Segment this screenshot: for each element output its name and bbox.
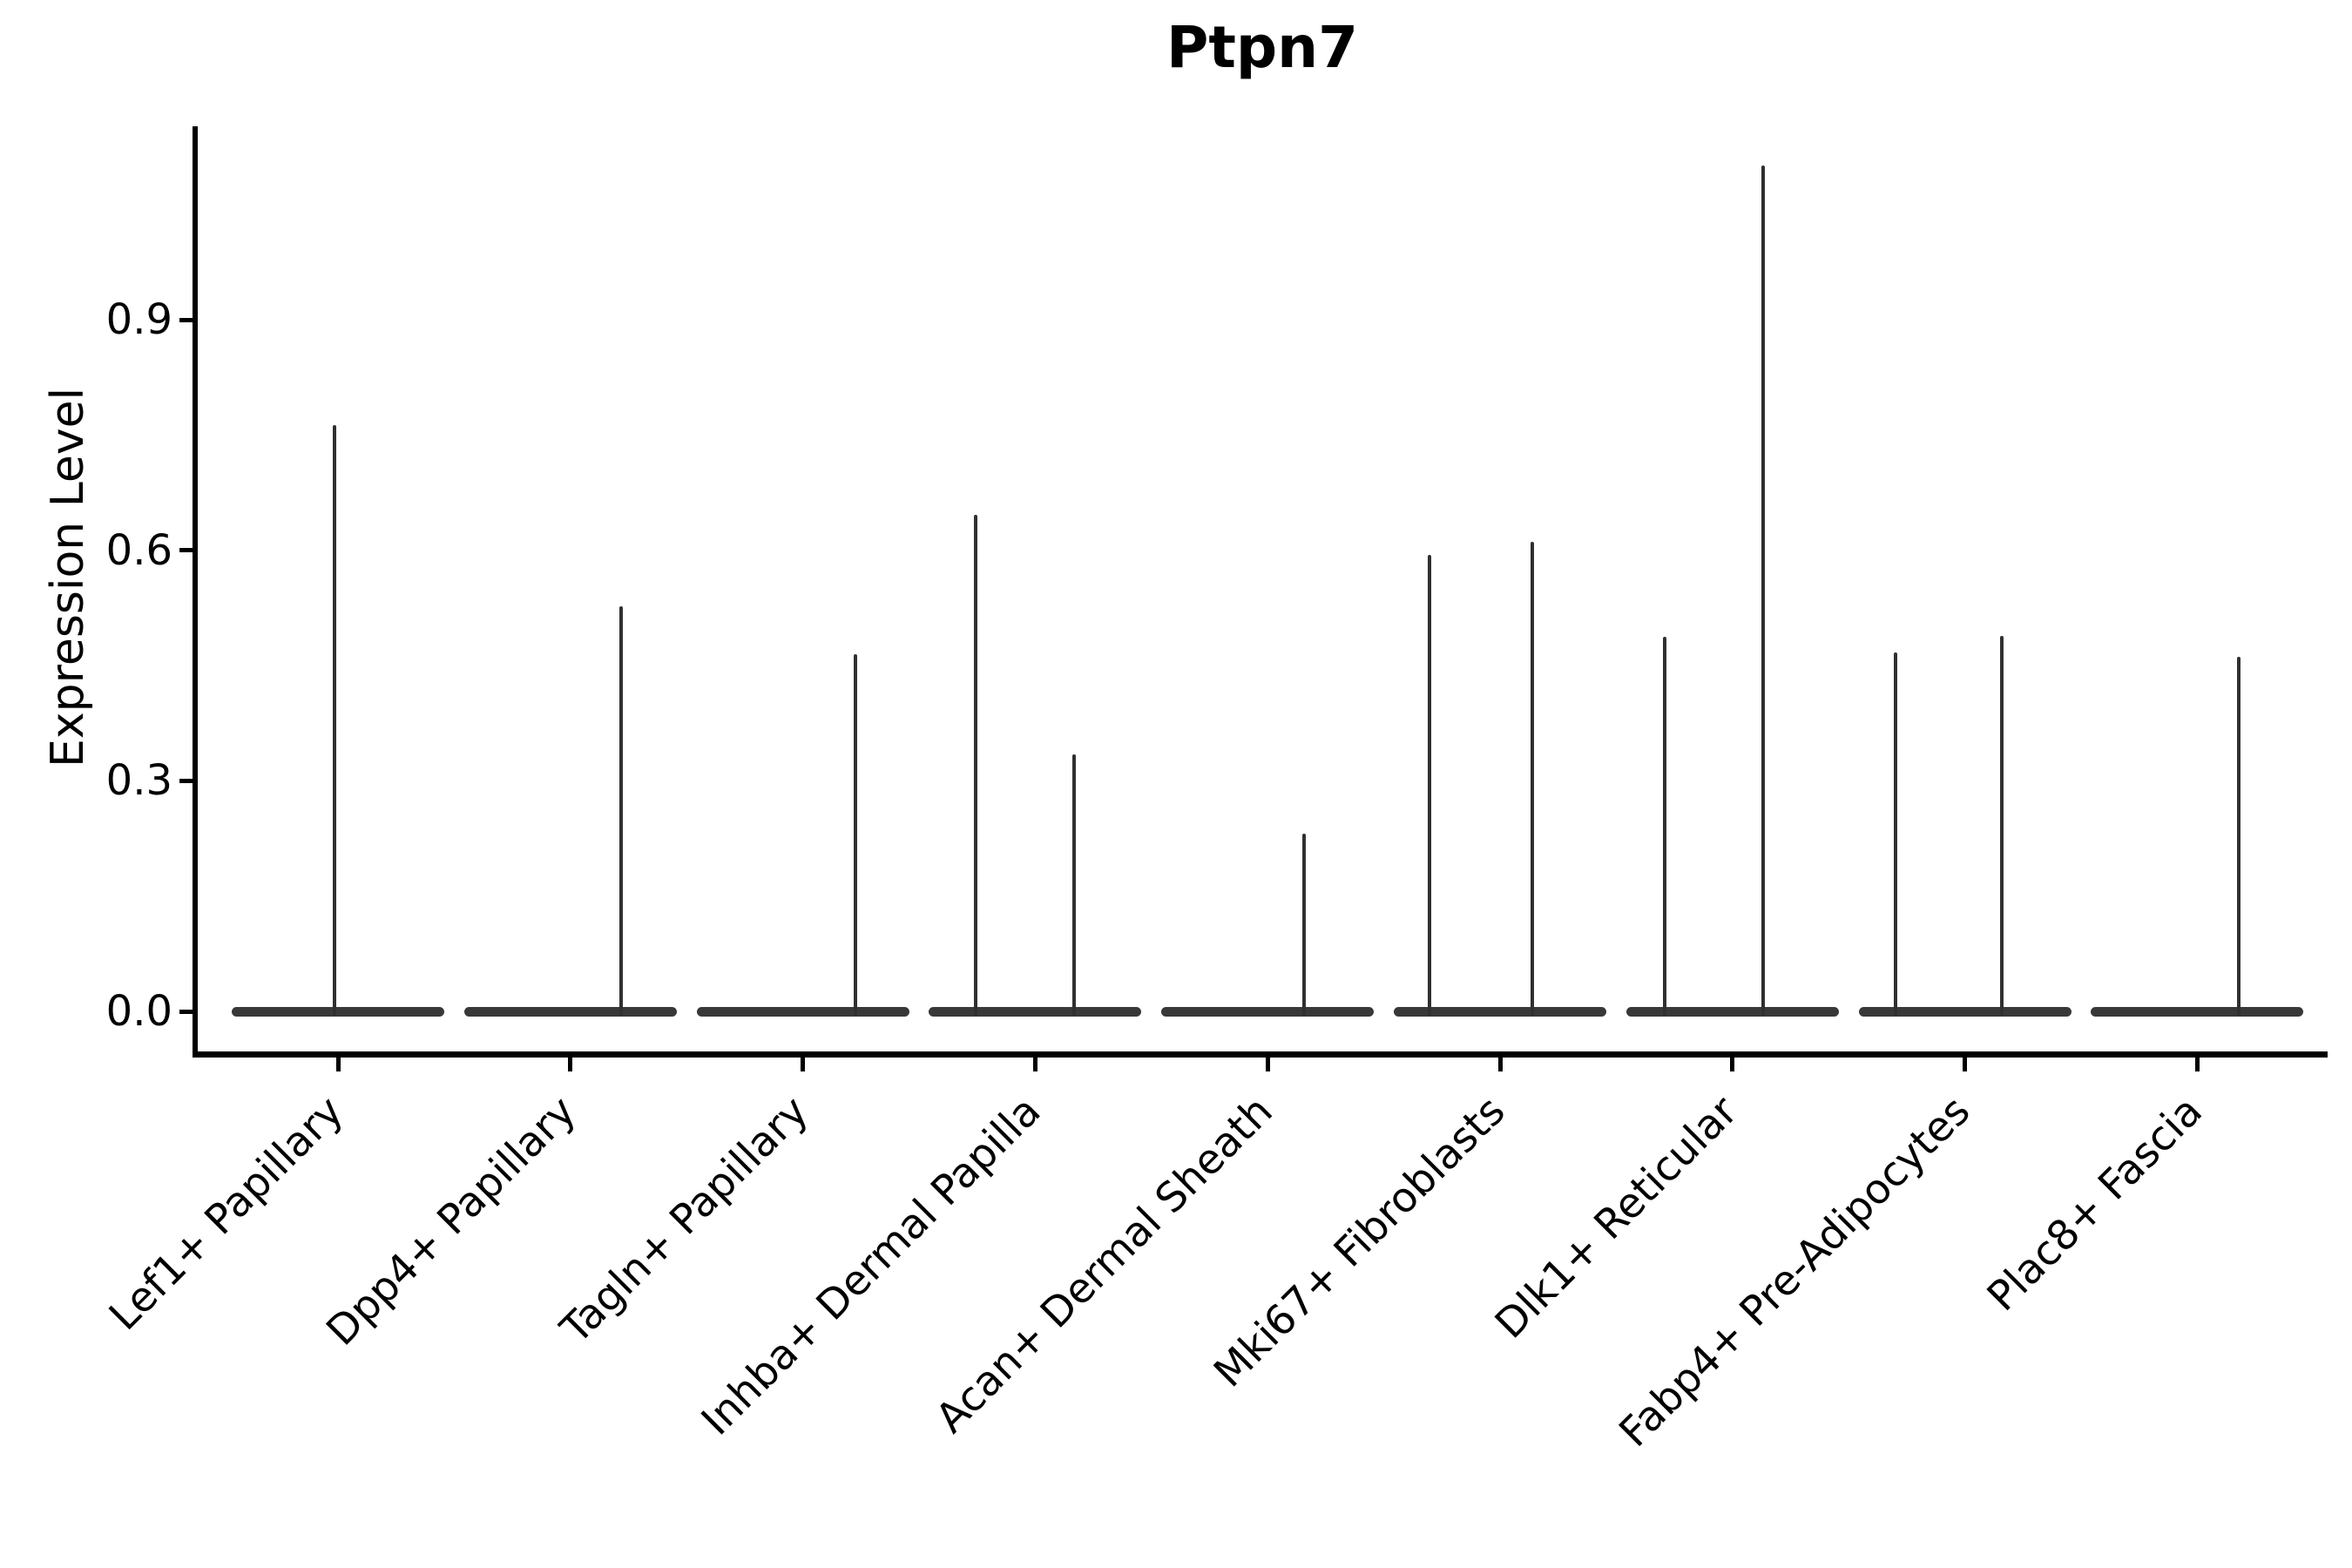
- violin-body: [1161, 1006, 1375, 1017]
- violin-density-spike: [974, 515, 978, 1016]
- violin-density-spike: [618, 606, 623, 1016]
- violin-body: [1625, 1006, 1839, 1017]
- x-tick-mark: [2194, 1057, 2200, 1071]
- x-tick-mark: [1032, 1057, 1037, 1071]
- violin-body: [232, 1006, 444, 1017]
- y-tick-mark: [179, 778, 197, 783]
- violin-density-spike: [1662, 637, 1666, 1016]
- violin-density-spike: [1893, 652, 1897, 1016]
- x-tick-label: Plac8+ Fascia: [1978, 1087, 2213, 1321]
- violin-density-spike: [1428, 555, 1431, 1016]
- x-tick-mark: [801, 1057, 806, 1071]
- bottom-axis-spine: [193, 1051, 2328, 1058]
- y-tick-label: 0.3: [105, 756, 172, 806]
- y-tick-label: 0.9: [105, 295, 172, 345]
- violin-body: [463, 1006, 677, 1017]
- left-axis-spine: [193, 126, 198, 1057]
- x-tick-mark: [568, 1057, 573, 1071]
- violin-body: [1394, 1006, 1606, 1017]
- violin-body: [696, 1006, 909, 1017]
- y-tick-mark: [179, 548, 197, 553]
- x-tick-mark: [1963, 1057, 1968, 1071]
- violin-body: [1858, 1006, 2072, 1017]
- y-tick-mark: [179, 317, 197, 322]
- x-tick-mark: [335, 1057, 341, 1071]
- y-tick-label: 0.6: [105, 525, 172, 575]
- violin-density-spike: [2237, 657, 2241, 1016]
- violin-density-spike: [1302, 834, 1307, 1016]
- y-tick-mark: [179, 1009, 197, 1014]
- violin-body: [929, 1006, 1142, 1017]
- x-tick-mark: [1497, 1057, 1503, 1071]
- violin-density-spike: [1531, 542, 1534, 1016]
- violin-density-spike: [853, 653, 857, 1016]
- violin-density-spike: [1999, 635, 2004, 1016]
- violin-body: [2091, 1006, 2304, 1017]
- violin-density-spike: [1072, 754, 1077, 1016]
- violin-density-spike: [333, 425, 336, 1016]
- chart-title: Ptpn7: [1166, 14, 1359, 81]
- violin-density-spike: [1761, 165, 1765, 1016]
- x-tick-mark: [1265, 1057, 1270, 1071]
- x-tick-mark: [1730, 1057, 1735, 1071]
- y-tick-label: 0.0: [105, 987, 172, 1036]
- x-tick-label: Dlk1+ Reticular: [1486, 1087, 1747, 1348]
- x-tick-label: Tagln+ Papillary: [551, 1087, 818, 1354]
- x-tick-label: Lef1+ Papillary: [99, 1087, 353, 1340]
- x-tick-label: Dpp4+ Papillary: [317, 1087, 585, 1355]
